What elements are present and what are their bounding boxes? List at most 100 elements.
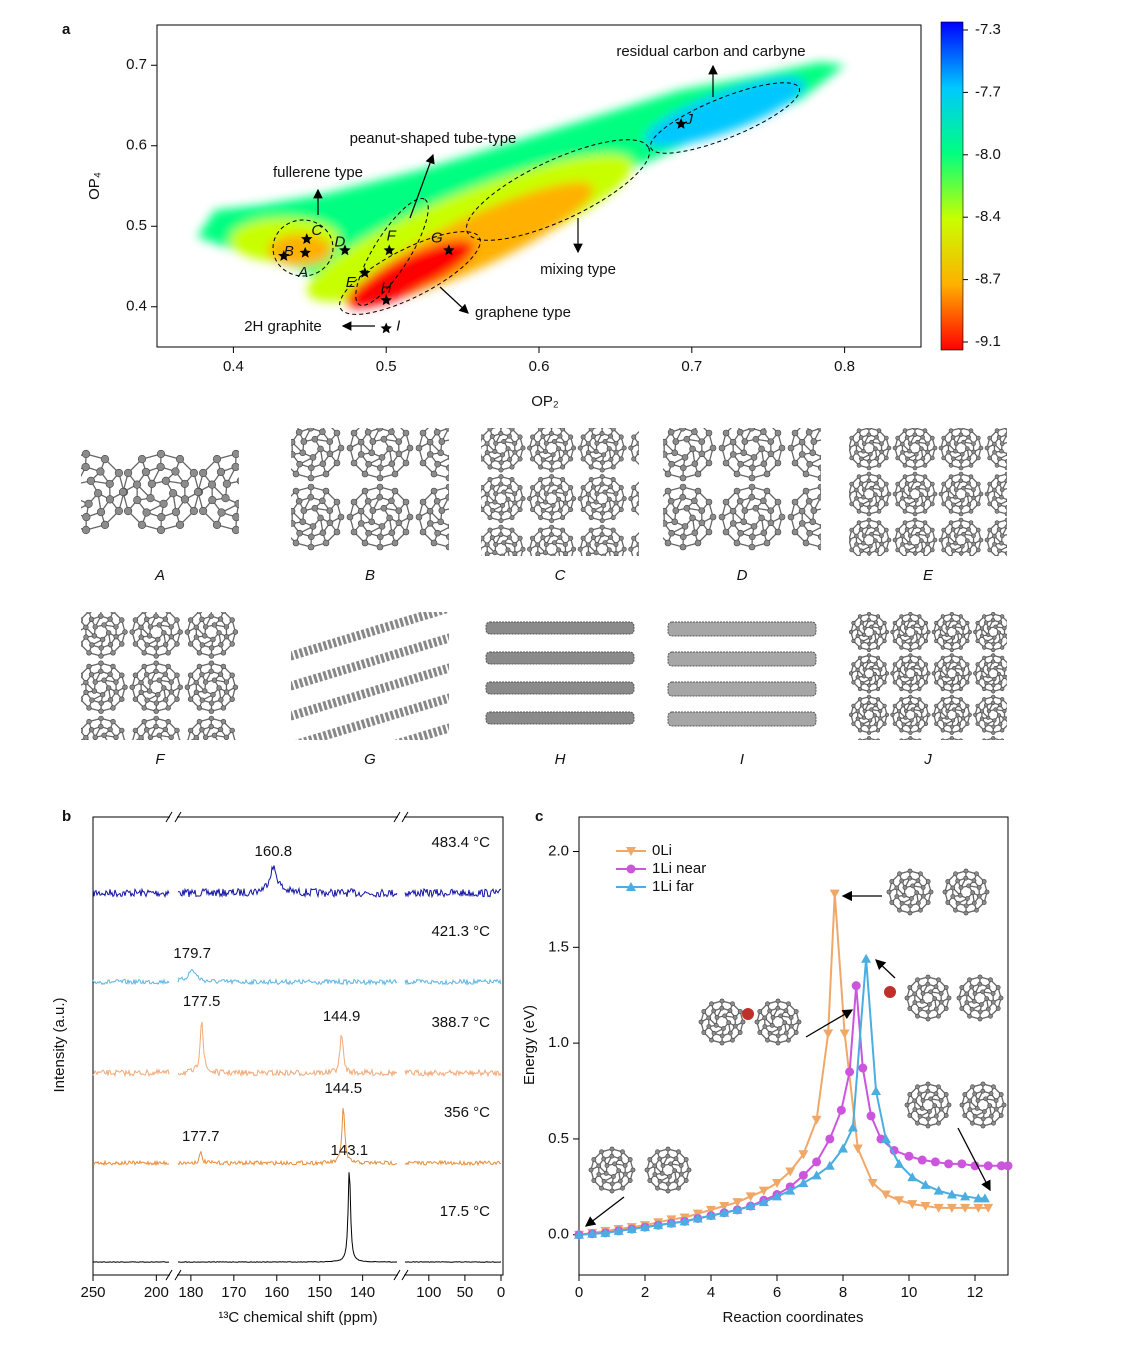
atom: [925, 879, 931, 884]
atom: [907, 903, 913, 909]
atom: [767, 438, 775, 445]
axis-break-gap: [398, 815, 404, 819]
atom: [81, 727, 83, 733]
atom: [506, 433, 512, 439]
atom: [856, 509, 862, 514]
atom: [897, 633, 902, 638]
structure-label: F: [155, 751, 165, 768]
atom: [949, 618, 954, 623]
atom: [307, 543, 315, 551]
atom: [958, 511, 964, 517]
atom: [997, 702, 1003, 708]
atom: [501, 489, 507, 495]
atom: [915, 531, 920, 537]
atom: [867, 766, 871, 770]
atom: [998, 1113, 1004, 1118]
atom: [640, 528, 644, 532]
atom: [858, 527, 864, 532]
atom: [917, 697, 922, 702]
atom: [132, 696, 139, 702]
atom: [1003, 758, 1007, 762]
atom: [950, 894, 956, 899]
atom: [896, 626, 902, 631]
atom: [1018, 450, 1022, 454]
atom: [874, 680, 879, 686]
atom: [153, 708, 159, 714]
atom: [627, 1178, 633, 1183]
atom: [138, 689, 144, 696]
atom: [350, 459, 358, 467]
atom: [914, 713, 919, 718]
atom: [208, 613, 214, 619]
bond: [291, 428, 342, 479]
atom: [983, 620, 989, 625]
atom: [212, 520, 222, 530]
atom: [938, 633, 943, 638]
atom: [711, 1030, 717, 1036]
atom: [434, 529, 441, 537]
atom: [596, 1163, 602, 1169]
atom: [788, 1015, 794, 1020]
atom: [333, 528, 341, 536]
atom: [447, 523, 449, 529]
atom: [72, 494, 80, 502]
atom: [966, 434, 971, 440]
atom: [754, 1019, 760, 1025]
atom: [647, 1178, 653, 1183]
atom: [210, 636, 216, 643]
layer: [485, 711, 635, 725]
atom: [1007, 745, 1011, 749]
atom: [904, 1102, 910, 1108]
atom: [517, 535, 523, 541]
atom: [895, 455, 900, 461]
point-marker: [675, 118, 687, 129]
atom: [165, 663, 171, 670]
atom: [965, 446, 970, 451]
atom: [986, 715, 991, 720]
atom: [568, 558, 572, 562]
atom: [613, 449, 619, 455]
atom: [934, 638, 939, 644]
atom: [662, 566, 666, 570]
atom: [722, 1013, 728, 1019]
atom: [895, 435, 900, 441]
atom: [993, 760, 997, 764]
atom: [433, 428, 441, 436]
colorbar: [940, 21, 964, 351]
atom: [938, 667, 943, 672]
atom: [450, 505, 456, 511]
atom: [395, 507, 403, 514]
atom: [319, 529, 327, 537]
atom: [975, 638, 980, 644]
atom: [925, 1116, 931, 1122]
atom: [86, 612, 92, 614]
atom: [991, 772, 995, 776]
atom: [92, 624, 98, 630]
atom: [105, 495, 115, 504]
atom: [222, 479, 232, 489]
atom: [912, 504, 918, 510]
point-marker: [383, 244, 395, 256]
atom: [949, 730, 954, 735]
atom: [976, 763, 980, 767]
atom: [956, 702, 961, 708]
atom: [75, 630, 80, 635]
atom: [489, 433, 495, 439]
bond: [859, 737, 879, 740]
data-point: [851, 981, 861, 991]
bond: [940, 519, 982, 556]
point-marker: [359, 266, 371, 278]
atom: [910, 666, 915, 671]
atom: [668, 529, 675, 537]
atom: [908, 730, 913, 735]
annotation-arrow: [805, 1009, 854, 1038]
atom: [892, 721, 897, 726]
atom: [932, 754, 936, 758]
axis-break-mark: [165, 811, 182, 823]
atom: [608, 507, 614, 513]
atom: [925, 1016, 931, 1022]
atom: [221, 494, 230, 503]
atom: [857, 555, 861, 556]
atom: [829, 498, 835, 504]
bond: [122, 453, 200, 531]
